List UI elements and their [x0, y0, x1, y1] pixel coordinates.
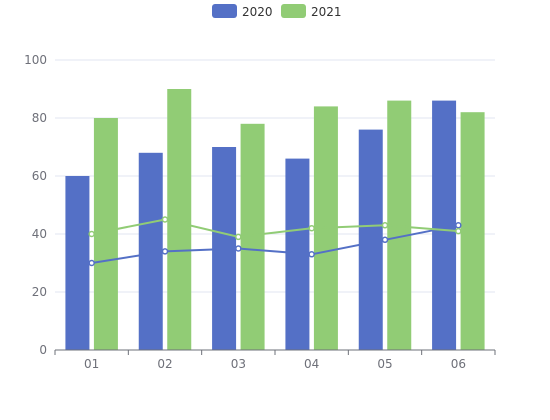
x-tick-label-06: 06 — [451, 357, 466, 371]
bar-2021-02[interactable] — [167, 89, 192, 350]
grid — [55, 59, 495, 293]
y-tick-label-20: 20 — [32, 285, 47, 299]
y-tick-label-100: 100 — [24, 53, 47, 67]
legend-label-2021[interactable]: 2021 — [311, 5, 342, 19]
line-1-point-04[interactable] — [308, 251, 315, 258]
bar-2021-06[interactable] — [460, 112, 485, 350]
line-series-2 — [91, 218, 459, 238]
lines — [88, 216, 462, 267]
line-2-point-03[interactable] — [235, 233, 242, 241]
line-2-point-04[interactable] — [308, 224, 315, 232]
bar-2021-03[interactable] — [240, 123, 265, 350]
line-2-point-05[interactable] — [381, 222, 389, 229]
bar-2020-01[interactable] — [65, 176, 90, 350]
bar-2020-05[interactable] — [358, 129, 383, 350]
y-tick-label-40: 40 — [32, 227, 47, 241]
legend-label-2020[interactable]: 2020 — [242, 5, 273, 19]
line-series-1 — [91, 224, 459, 264]
line-1-point-01[interactable] — [88, 259, 95, 267]
x-tick-label-05: 05 — [377, 357, 392, 371]
y-tick-label-0: 0 — [39, 343, 47, 357]
line-1-point-03[interactable] — [235, 245, 242, 252]
axes: 0 20 40 60 80 100 01 02 03 04 05 06 — [24, 53, 496, 371]
x-tick-label-04: 04 — [304, 357, 319, 371]
line-2-point-01[interactable] — [88, 230, 95, 238]
x-tick-label-03: 03 — [231, 357, 246, 371]
x-tick-label-01: 01 — [84, 357, 99, 371]
y-tick-label-60: 60 — [32, 169, 47, 183]
line-1-point-06[interactable] — [455, 222, 462, 229]
line-1-point-02[interactable] — [161, 248, 169, 255]
legend-swatch-2020[interactable] — [212, 4, 237, 18]
line-2-point-06[interactable] — [455, 227, 462, 235]
legend-swatch-2021[interactable] — [281, 4, 306, 18]
bar-2020-06[interactable] — [432, 100, 457, 350]
bars — [65, 89, 485, 351]
legend: 2020 2021 — [212, 4, 342, 19]
bar-2021-01[interactable] — [93, 118, 118, 350]
y-tick-label-80: 80 — [32, 111, 47, 125]
line-2-point-02[interactable] — [161, 216, 169, 223]
x-tick-label-02: 02 — [157, 357, 172, 371]
line-1-point-05[interactable] — [381, 236, 389, 244]
